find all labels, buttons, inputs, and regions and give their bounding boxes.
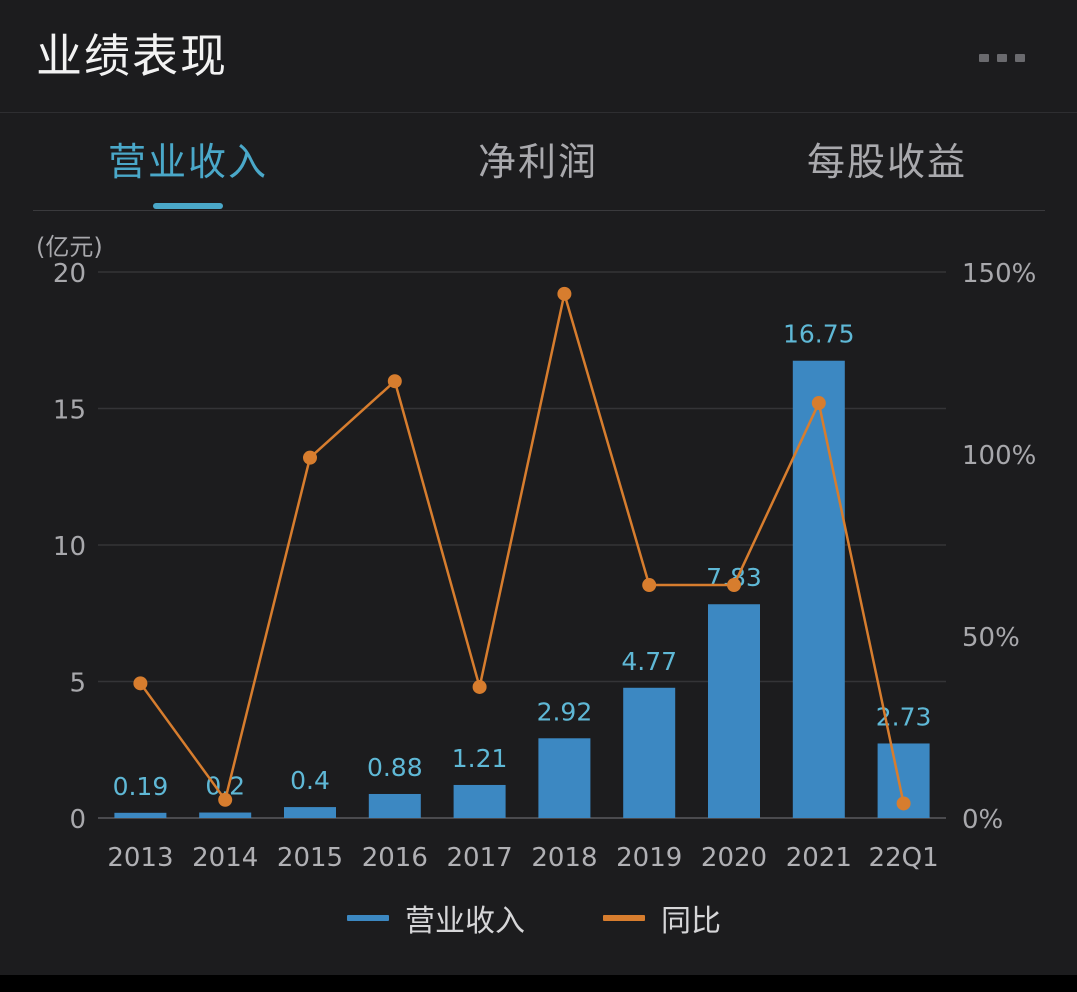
bar-value-label: 16.75	[783, 320, 855, 349]
x-tick-label: 2018	[531, 843, 597, 873]
bar-value-label: 4.77	[621, 647, 677, 676]
legend-yoy[interactable]: 同比	[603, 896, 721, 940]
bar	[114, 812, 167, 818]
yoy-point	[472, 679, 487, 694]
yoy-point	[303, 450, 317, 465]
y-left-tick-label: 15	[53, 396, 86, 426]
yoy-point	[811, 396, 826, 411]
y-right-tick-label: 100%	[962, 441, 1036, 471]
bar	[199, 812, 252, 818]
legend-line-swatch	[603, 915, 645, 921]
y-left-tick-label: 10	[53, 532, 86, 562]
bar	[538, 738, 591, 818]
bar	[623, 687, 676, 818]
more-dot	[1015, 54, 1025, 62]
bar	[368, 793, 421, 818]
bar	[453, 784, 506, 818]
yoy-point	[727, 578, 741, 593]
bar-value-label: 0.19	[113, 772, 169, 801]
x-tick-label: 2015	[277, 843, 343, 873]
legend-revenue[interactable]: 营业收入	[347, 896, 525, 940]
yoy-point	[557, 286, 572, 301]
yoy-line	[139, 292, 905, 804]
x-tick-label: 2019	[616, 843, 682, 873]
legend-yoy-label: 同比	[661, 904, 721, 939]
tab-eps[interactable]: 每股收益	[806, 140, 967, 184]
bar-value-label: 0.4	[290, 766, 330, 795]
bar-value-label: 2.92	[537, 697, 593, 726]
page-title: 业绩表现	[36, 29, 228, 83]
revenue-chart: (亿元) 0 5 10 15 20 0% 50% 100% 150% 2013 2014 2015 201…	[36, 233, 1036, 873]
yoy-point	[133, 676, 148, 691]
y-left-tick-label: 20	[53, 259, 86, 289]
x-tick-label: 2013	[107, 843, 173, 873]
legend-revenue-label: 营业收入	[405, 904, 525, 939]
bar-value-label: 0.88	[367, 753, 423, 782]
more-icon[interactable]	[972, 40, 1032, 76]
y-right-tick-label: 0%	[962, 805, 1003, 835]
yoy-point	[387, 374, 402, 389]
bar	[792, 360, 845, 818]
legend-bar-swatch	[347, 915, 389, 921]
y-left-tick-label: 0	[69, 805, 86, 835]
y-right-tick-label: 150%	[962, 259, 1036, 289]
x-tick-label: 2017	[447, 843, 513, 873]
unit-label: (亿元)	[36, 233, 103, 261]
x-tick-label: 22Q1	[869, 843, 939, 873]
x-tick-label: 2021	[786, 843, 852, 873]
x-tick-label: 2016	[362, 843, 428, 873]
tab-net-profit[interactable]: 净利润	[477, 140, 598, 184]
yoy-point	[896, 796, 911, 811]
header-divider	[0, 112, 1077, 113]
yoy-point	[642, 578, 657, 593]
bar	[284, 807, 336, 818]
x-tick-label: 2020	[701, 843, 767, 873]
more-dot	[997, 54, 1007, 62]
tabs-divider	[33, 210, 1045, 211]
more-dot	[979, 54, 989, 62]
y-left-tick-label: 5	[69, 669, 86, 699]
x-tick-label: 2014	[192, 843, 258, 873]
tab-revenue[interactable]: 营业收入	[107, 140, 268, 184]
active-tab-indicator	[153, 203, 223, 209]
yoy-point	[218, 792, 233, 807]
bar	[708, 604, 760, 818]
y-right-tick-label: 50%	[962, 623, 1020, 653]
bar-value-label: 1.21	[452, 744, 508, 773]
